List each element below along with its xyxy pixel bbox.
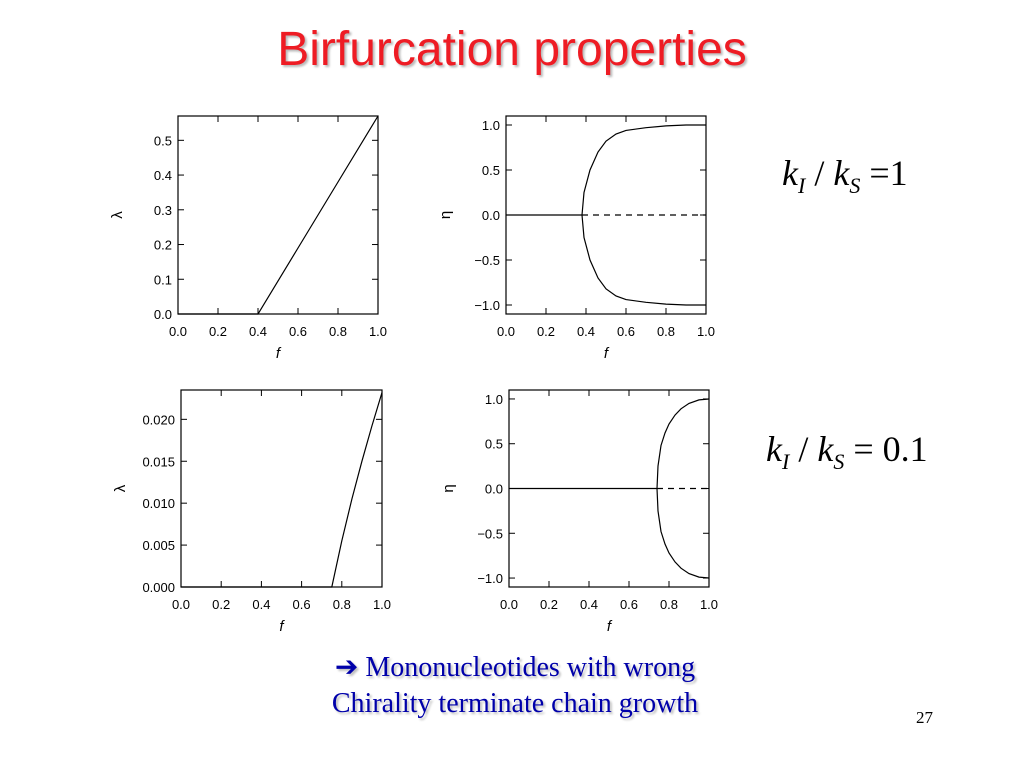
y-tick-label: 0.000 xyxy=(142,580,175,595)
x-tick-label: 0.4 xyxy=(577,324,595,339)
x-tick-label: 0.4 xyxy=(252,597,270,612)
y-axis-label: η xyxy=(437,211,454,219)
plot-frame xyxy=(177,115,379,315)
y-tick-label: 0.015 xyxy=(142,454,175,469)
x-tick-label: 0.8 xyxy=(657,324,675,339)
x-axis-label: f xyxy=(604,345,610,362)
series-line xyxy=(656,398,710,489)
x-tick-label: 0.8 xyxy=(329,324,347,339)
x-tick-label: 0.8 xyxy=(660,597,678,612)
conclusion-text: ➔ Mononucleotides with wrong Chirality t… xyxy=(250,650,780,722)
y-axis-label: λ xyxy=(112,484,129,492)
series-line xyxy=(656,488,710,579)
x-tick-label: 0.2 xyxy=(537,324,555,339)
y-tick-label: 0.5 xyxy=(154,133,172,148)
conclusion-line-2: Chirality terminate chain growth xyxy=(331,688,699,719)
y-tick-label: 0.0 xyxy=(485,482,503,497)
y-tick-label: 1.0 xyxy=(485,392,503,407)
y-tick-label: −0.5 xyxy=(474,253,500,268)
x-tick-label: 0.2 xyxy=(212,597,230,612)
y-axis-label: λ xyxy=(109,211,126,219)
y-tick-label: 0.5 xyxy=(482,163,500,178)
x-tick-label: 1.0 xyxy=(373,597,391,612)
x-tick-label: 0.0 xyxy=(172,597,190,612)
y-tick-label: 0.2 xyxy=(154,238,172,253)
x-tick-label: 0.0 xyxy=(500,597,518,612)
x-tick-label: 0.0 xyxy=(169,324,187,339)
x-axis-label: f xyxy=(276,345,282,362)
y-tick-label: 0.3 xyxy=(154,203,172,218)
x-tick-label: 1.0 xyxy=(697,324,715,339)
y-tick-label: 0.1 xyxy=(154,272,172,287)
x-tick-label: 0.2 xyxy=(540,597,558,612)
y-tick-label: 0.005 xyxy=(142,538,175,553)
y-tick-label: −1.0 xyxy=(474,298,500,313)
ratio-annotation-2: kI / kS = 0.1 xyxy=(766,429,928,474)
y-tick-label: 0.5 xyxy=(485,437,503,452)
slide-title: Birfurcation properties xyxy=(277,23,747,76)
y-tick-label: 0.4 xyxy=(154,168,172,183)
x-tick-label: 0.2 xyxy=(209,324,227,339)
y-tick-label: 0.020 xyxy=(142,412,175,427)
conclusion-line-1: ➔ Mononucleotides with wrong xyxy=(334,652,696,683)
x-tick-label: 0.4 xyxy=(580,597,598,612)
y-tick-label: 0.0 xyxy=(154,307,172,322)
y-tick-label: 0.0 xyxy=(482,208,500,223)
series-line xyxy=(181,392,383,588)
y-tick-label: −1.0 xyxy=(477,571,503,586)
series-line xyxy=(581,214,706,306)
ratio-annotation-1: kI / kS =1 xyxy=(782,153,908,198)
x-tick-label: 0.6 xyxy=(289,324,307,339)
page-number: 27 xyxy=(916,708,933,727)
y-tick-label: −0.5 xyxy=(477,526,503,541)
x-tick-label: 0.6 xyxy=(293,597,311,612)
x-axis-label: f xyxy=(607,618,613,635)
y-axis-label: η xyxy=(440,484,457,492)
series-line xyxy=(581,124,706,216)
x-tick-label: 0.4 xyxy=(249,324,267,339)
y-tick-label: 1.0 xyxy=(482,118,500,133)
x-tick-label: 0.6 xyxy=(617,324,635,339)
x-tick-label: 1.0 xyxy=(700,597,718,612)
x-axis-label: f xyxy=(279,618,285,635)
x-tick-label: 1.0 xyxy=(369,324,387,339)
series-line xyxy=(178,115,379,315)
x-tick-label: 0.0 xyxy=(497,324,515,339)
x-tick-label: 0.8 xyxy=(333,597,351,612)
y-tick-label: 0.010 xyxy=(142,496,175,511)
x-tick-label: 0.6 xyxy=(620,597,638,612)
